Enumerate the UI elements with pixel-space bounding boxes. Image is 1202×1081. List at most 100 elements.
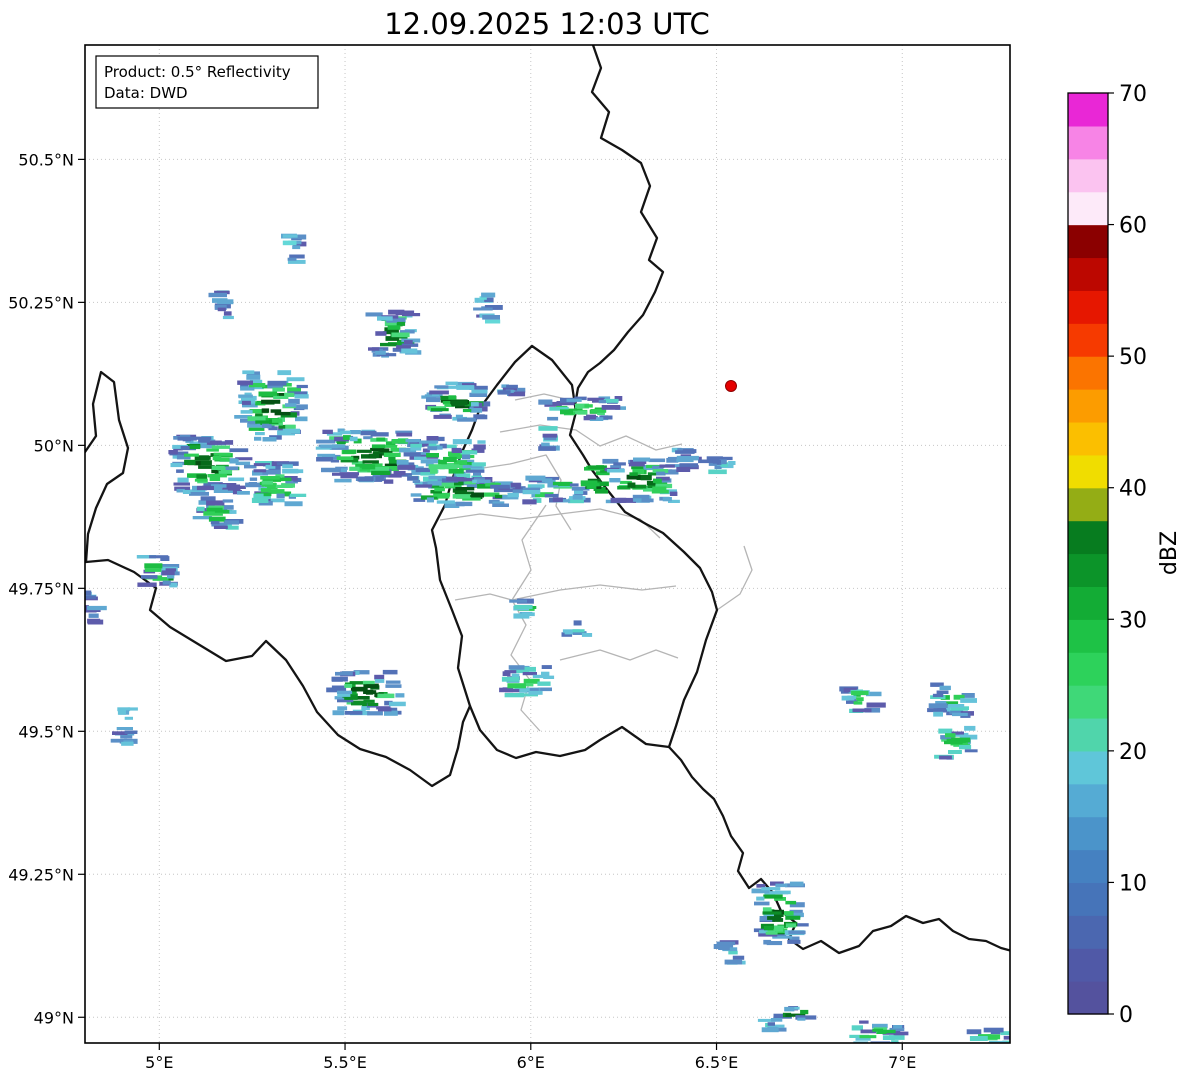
echo-cell	[438, 459, 447, 465]
echo-cell	[222, 315, 234, 320]
colorbar-segment	[1068, 224, 1108, 259]
echo-cell	[785, 923, 797, 928]
colorbar: 0 10 20 30 40 50 60 70	[1067, 82, 1147, 1028]
echo-cell	[340, 430, 351, 435]
colorbar-tick-label: 60	[1119, 214, 1147, 239]
echo-cell	[471, 492, 484, 498]
echo-cell	[384, 321, 397, 327]
echo-cell	[199, 455, 211, 460]
echo-cell	[295, 416, 308, 422]
echo-cell	[716, 941, 736, 946]
echo-cell	[1003, 1044, 1017, 1047]
y-tick-label: 49.75°N	[8, 579, 74, 598]
echo-cell	[242, 370, 255, 375]
echo-cell	[945, 733, 956, 738]
echo-cell	[442, 401, 453, 405]
echo-cell	[853, 693, 861, 697]
echo-cell	[458, 462, 473, 467]
echo-cell	[429, 390, 449, 395]
echo-cell	[363, 699, 375, 703]
echo-cell	[213, 488, 234, 493]
echo-cell	[160, 556, 170, 561]
echo-cell	[440, 395, 457, 401]
echo-cell	[344, 684, 353, 688]
echo-cell	[208, 292, 227, 298]
echo-cell	[872, 1023, 888, 1029]
echo-cell	[196, 474, 208, 480]
echo-cell	[349, 430, 361, 435]
echo-cell	[337, 692, 351, 697]
echo-cell	[349, 466, 360, 471]
echo-cell	[332, 444, 345, 448]
echo-cell	[933, 711, 943, 717]
echo-cell	[617, 497, 636, 503]
echo-cell	[556, 499, 571, 503]
echo-cell	[260, 488, 271, 493]
echo-cell	[647, 484, 658, 488]
echo-cell	[759, 916, 772, 921]
echo-cell	[510, 668, 529, 674]
echo-cell	[772, 918, 784, 922]
echo-cell	[851, 690, 869, 696]
echo-cell	[640, 476, 651, 481]
echo-cell	[184, 459, 196, 465]
echo-cell	[889, 1027, 905, 1032]
echo-cell	[951, 731, 964, 735]
echo-cell	[254, 436, 262, 441]
echo-cell	[626, 474, 641, 480]
echo-cell	[248, 427, 265, 431]
echo-cell	[941, 701, 959, 706]
echo-cell	[372, 463, 383, 469]
echo-cell	[392, 347, 403, 352]
echo-cell	[676, 458, 694, 463]
colorbar-segment	[1068, 191, 1108, 226]
echo-cell	[528, 690, 543, 695]
echo-cell	[380, 342, 397, 347]
echo-cell	[541, 442, 550, 447]
echo-cell	[349, 436, 358, 442]
echo-cell	[249, 420, 258, 425]
echo-cell	[369, 453, 380, 458]
echo-cell	[229, 510, 237, 514]
country-border-line	[573, 45, 665, 407]
echo-cell	[211, 469, 219, 474]
echo-cell	[595, 489, 609, 494]
echo-cell	[410, 446, 422, 451]
echo-cell	[407, 476, 419, 481]
echo-cell	[728, 950, 738, 955]
echo-cell	[405, 439, 421, 443]
echo-cell	[382, 331, 396, 335]
echo-cell	[948, 750, 962, 754]
echo-cell	[859, 1035, 877, 1039]
y-tick-label: 50.25°N	[8, 293, 74, 312]
echo-cell	[176, 454, 191, 460]
echo-cell	[363, 690, 377, 694]
echo-cell	[441, 462, 460, 468]
echo-cell	[652, 465, 664, 469]
echo-cell	[285, 478, 298, 484]
echo-cell	[229, 458, 239, 464]
echo-cell	[866, 691, 882, 697]
echo-cell	[522, 490, 541, 495]
echo-cell	[340, 457, 359, 463]
echo-cell	[414, 456, 427, 460]
echo-cell	[502, 387, 517, 391]
echo-cell	[586, 484, 597, 489]
echo-cell	[265, 464, 276, 469]
echo-cell	[891, 1040, 899, 1043]
echo-cell	[332, 676, 343, 682]
echo-cell	[240, 418, 250, 423]
echo-cell	[283, 491, 292, 497]
echo-cell	[495, 494, 507, 499]
echo-cell	[261, 480, 273, 485]
echo-cell	[877, 1029, 896, 1034]
echo-cell	[511, 673, 520, 678]
echo-cell	[334, 436, 350, 442]
echo-cell	[213, 525, 228, 529]
echo-cell	[520, 688, 539, 693]
echo-cell	[462, 497, 481, 501]
echo-cell	[286, 377, 305, 382]
echo-cell	[194, 460, 212, 466]
echo-cell	[470, 408, 483, 413]
echo-cell	[603, 398, 619, 403]
